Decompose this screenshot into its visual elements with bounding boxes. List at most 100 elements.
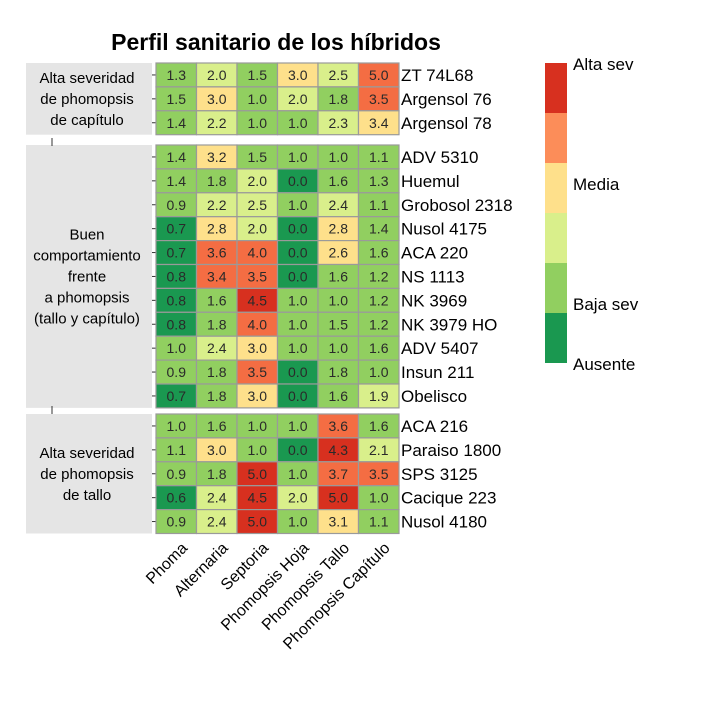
heatmap-cell: 1.0 (236, 413, 279, 439)
heatmap-cell: 1.0 (276, 509, 319, 535)
cell-value: 1.6 (369, 418, 389, 434)
legend-swatch (545, 263, 567, 313)
row-label: Paraiso 1800 (401, 441, 501, 460)
heatmap-cell: 1.6 (357, 413, 400, 439)
cell-value: 5.0 (369, 67, 389, 83)
row-label: Nusol 4180 (401, 513, 487, 532)
heatmap-cell: 3.4 (195, 263, 238, 289)
cell-value: 1.0 (369, 364, 389, 380)
cell-value: 2.3 (329, 115, 349, 131)
heatmap-cell: 1.8 (195, 383, 238, 409)
heatmap-cell: 0.7 (155, 216, 198, 242)
legend-swatch (545, 213, 567, 263)
group-label-line: Alta severidad (39, 70, 134, 87)
cell-value: 1.8 (207, 316, 227, 332)
row-label: Obelisco (401, 387, 467, 406)
cell-value: 0.0 (288, 245, 308, 261)
heatmap-cell: 2.4 (195, 335, 238, 361)
cell-value: 1.8 (207, 466, 227, 482)
cell-value: 0.0 (288, 173, 308, 189)
cell-value: 3.2 (207, 149, 227, 165)
heatmap-cell: 2.8 (195, 216, 238, 242)
heatmap-cell: 1.6 (317, 263, 360, 289)
cell-value: 0.9 (167, 466, 187, 482)
heatmap-cell: 1.0 (276, 287, 319, 313)
cell-value: 1.4 (167, 173, 187, 189)
heatmap-cell: 4.3 (317, 437, 360, 463)
cell-value: 1.0 (369, 490, 389, 506)
heatmap-cell: 3.0 (236, 335, 279, 361)
heatmap-cell: 0.7 (155, 383, 198, 409)
cell-value: 1.1 (167, 442, 187, 458)
heatmap-cell: 1.4 (357, 216, 400, 242)
heatmap-cell: 1.5 (317, 311, 360, 337)
cell-value: 1.6 (207, 292, 227, 308)
heatmap-cell: 1.1 (357, 192, 400, 218)
heatmap-cell: 1.5 (236, 62, 279, 88)
cell-value: 1.0 (248, 418, 268, 434)
heatmap-cell: 1.8 (195, 359, 238, 385)
heatmap-cell: 4.0 (236, 240, 279, 266)
heatmap-cell: 2.0 (236, 216, 279, 242)
cell-value: 4.3 (329, 442, 349, 458)
heatmap-cell: 3.4 (357, 110, 400, 136)
cell-value: 3.6 (329, 418, 349, 434)
heatmap-cell: 1.8 (195, 311, 238, 337)
cell-value: 3.4 (207, 268, 227, 284)
chart-title: Perfil sanitario de los híbridos (111, 29, 441, 55)
cell-value: 1.0 (288, 292, 308, 308)
cell-value: 0.7 (167, 221, 187, 237)
group-label: Alta severidad de phomopsis de capítulo (26, 63, 152, 135)
cell-value: 1.0 (288, 340, 308, 356)
heatmap-cell: 1.6 (195, 413, 238, 439)
heatmap-cell: 1.8 (317, 86, 360, 112)
group-label-line: (tallo y capítulo) (34, 310, 140, 327)
row-label: ACA 220 (401, 244, 468, 263)
cell-value: 2.1 (369, 442, 389, 458)
cell-value: 1.0 (167, 418, 187, 434)
cell-value: 0.8 (167, 292, 187, 308)
heatmap-cell: 5.0 (236, 461, 279, 487)
heatmap-cell: 2.5 (236, 192, 279, 218)
heatmap-cell: 1.5 (155, 86, 198, 112)
cell-value: 1.5 (329, 316, 349, 332)
cell-value: 1.5 (167, 91, 187, 107)
legend-label: Media (573, 175, 620, 194)
heatmap-cell: 5.0 (357, 62, 400, 88)
cell-value: 2.8 (207, 221, 227, 237)
cell-value: 1.4 (167, 149, 187, 165)
group-label-line: de phomopsis (40, 466, 133, 483)
heatmap-cell: 3.6 (317, 413, 360, 439)
heatmap-cell: 1.0 (236, 437, 279, 463)
legend-swatch (545, 163, 567, 213)
heatmap-cell: 1.0 (317, 144, 360, 170)
heatmap-cell: 1.0 (276, 413, 319, 439)
cell-value: 3.4 (369, 115, 389, 131)
row-label: NK 3969 (401, 291, 467, 310)
heatmap-cell: 1.4 (155, 144, 198, 170)
heatmap-cell: 1.1 (155, 437, 198, 463)
heatmap-cell: 1.3 (357, 168, 400, 194)
cell-value: 0.8 (167, 316, 187, 332)
legend-swatch (545, 63, 567, 113)
heatmap-cell: 0.9 (155, 359, 198, 385)
heatmap-cell: 1.0 (276, 461, 319, 487)
heatmap-cell: 2.3 (317, 110, 360, 136)
cell-value: 1.0 (288, 316, 308, 332)
heatmap-cell: 0.0 (276, 240, 319, 266)
cell-value: 2.0 (288, 490, 308, 506)
heatmap-cell: 3.2 (195, 144, 238, 170)
legend-swatch (545, 113, 567, 163)
cell-value: 2.0 (288, 91, 308, 107)
heatmap-cell: 1.2 (357, 263, 400, 289)
group-label-line: Alta severidad (39, 445, 134, 462)
heatmap-cell: 3.0 (195, 437, 238, 463)
cell-value: 0.0 (288, 268, 308, 284)
cell-value: 2.4 (207, 490, 227, 506)
heatmap-cell: 1.0 (276, 110, 319, 136)
heatmap-cell: 3.0 (236, 383, 279, 409)
heatmap-cell: 0.6 (155, 485, 198, 511)
heatmap-cell: 1.8 (317, 359, 360, 385)
cell-value: 3.5 (248, 268, 268, 284)
heatmap-cell: 3.0 (195, 86, 238, 112)
